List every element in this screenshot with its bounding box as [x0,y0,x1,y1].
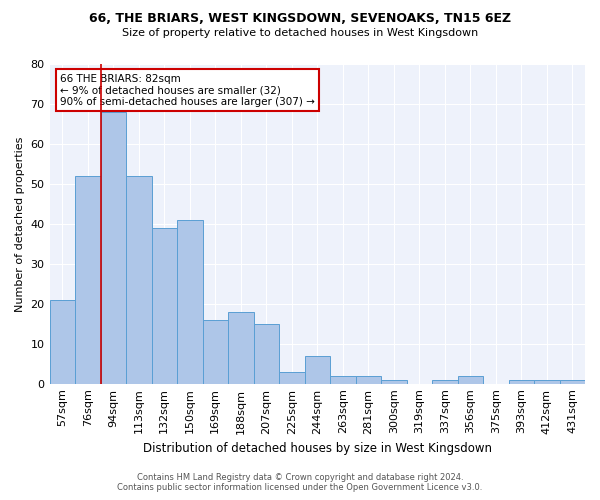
Bar [509,380,534,384]
Bar [381,380,407,384]
Bar [228,312,254,384]
Bar [279,372,305,384]
Text: 66 THE BRIARS: 82sqm
← 9% of detached houses are smaller (32)
90% of semi-detach: 66 THE BRIARS: 82sqm ← 9% of detached ho… [60,74,315,107]
Bar [75,176,101,384]
Bar [560,380,585,384]
Bar [356,376,381,384]
Bar [458,376,483,384]
Bar [50,300,75,384]
Text: 66, THE BRIARS, WEST KINGSDOWN, SEVENOAKS, TN15 6EZ: 66, THE BRIARS, WEST KINGSDOWN, SEVENOAK… [89,12,511,26]
X-axis label: Distribution of detached houses by size in West Kingsdown: Distribution of detached houses by size … [143,442,492,455]
Bar [330,376,356,384]
Bar [534,380,560,384]
Text: Contains HM Land Registry data © Crown copyright and database right 2024.
Contai: Contains HM Land Registry data © Crown c… [118,473,482,492]
Bar [305,356,330,384]
Bar [177,220,203,384]
Bar [126,176,152,384]
Bar [203,320,228,384]
Bar [254,324,279,384]
Text: Size of property relative to detached houses in West Kingsdown: Size of property relative to detached ho… [122,28,478,38]
Bar [152,228,177,384]
Y-axis label: Number of detached properties: Number of detached properties [15,136,25,312]
Bar [101,112,126,384]
Bar [432,380,458,384]
